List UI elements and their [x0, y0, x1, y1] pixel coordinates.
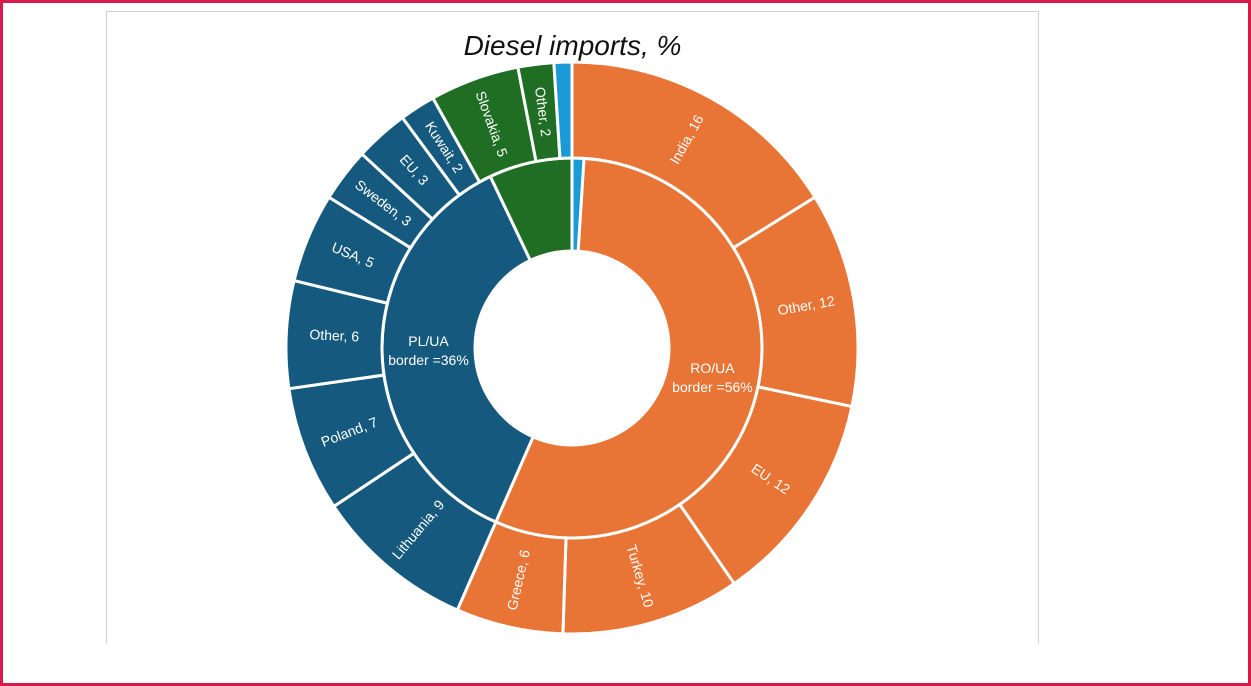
outer-slice-unlabeled-14 — [552, 60, 574, 160]
outer-label-other-2: Other, 2 — [532, 86, 554, 138]
chart-panel: Diesel imports, % — [106, 11, 1039, 643]
inner-label-ro-ua: RO/UA border =56% — [672, 360, 753, 395]
chart-title: Diesel imports, % — [463, 30, 682, 61]
inner-label-pl-ua: PL/UA border =36% — [388, 333, 469, 368]
outer-label-other-6: Other, 6 — [309, 326, 360, 344]
